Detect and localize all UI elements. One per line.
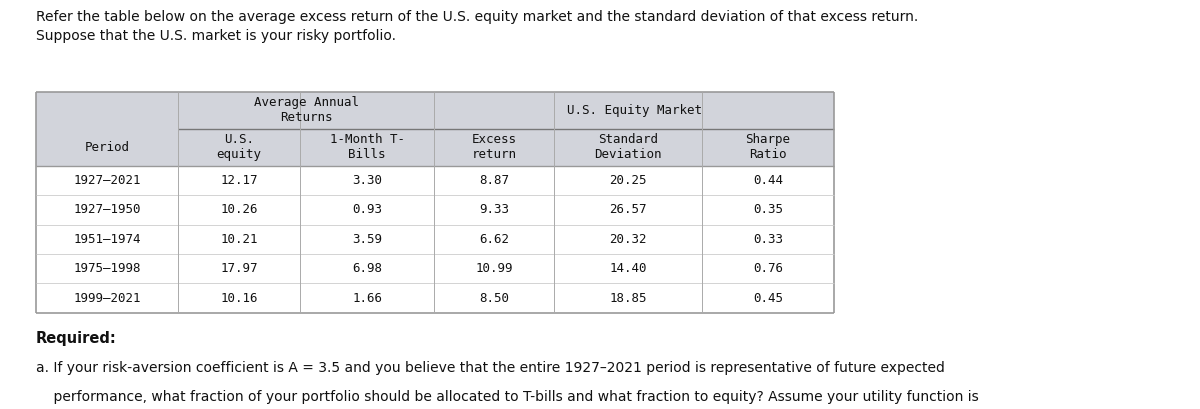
Text: 1975–1998: 1975–1998 [73, 262, 140, 275]
Bar [36, 195, 834, 225]
Text: 0.35: 0.35 [754, 203, 782, 216]
Text: 8.50: 8.50 [480, 292, 510, 305]
Text: 9.33: 9.33 [480, 203, 510, 216]
Text: Suppose that the U.S. market is your risky portfolio.: Suppose that the U.S. market is your ris… [36, 29, 396, 43]
Text: Required:: Required: [36, 331, 116, 346]
Bar [36, 92, 834, 129]
Text: Excess
return: Excess return [472, 133, 517, 161]
Text: 18.85: 18.85 [610, 292, 647, 305]
Text: 1927–2021: 1927–2021 [73, 174, 140, 187]
Text: 12.17: 12.17 [220, 174, 258, 187]
Bar [434, 92, 834, 129]
Text: 3.59: 3.59 [353, 233, 382, 246]
Text: 10.21: 10.21 [220, 233, 258, 246]
Text: 26.57: 26.57 [610, 203, 647, 216]
Text: Refer the table below on the average excess return of the U.S. equity market and: Refer the table below on the average exc… [36, 10, 918, 24]
Bar [178, 92, 434, 129]
Text: 20.32: 20.32 [610, 233, 647, 246]
Bar [36, 166, 834, 195]
Text: U.S. Equity Market: U.S. Equity Market [566, 104, 702, 117]
Text: 6.98: 6.98 [353, 262, 382, 275]
Text: 10.99: 10.99 [475, 262, 514, 275]
Text: 17.97: 17.97 [220, 262, 258, 275]
Text: 1951–1974: 1951–1974 [73, 233, 140, 246]
Text: 0.44: 0.44 [754, 174, 782, 187]
Bar [36, 225, 834, 254]
Text: 20.25: 20.25 [610, 174, 647, 187]
Text: Period: Period [84, 141, 130, 154]
Text: Sharpe
Ratio: Sharpe Ratio [745, 133, 791, 161]
Text: 8.87: 8.87 [480, 174, 510, 187]
Text: 1-Month T-
Bills: 1-Month T- Bills [330, 133, 404, 161]
Text: 10.26: 10.26 [220, 203, 258, 216]
Text: 1.66: 1.66 [353, 292, 382, 305]
Text: U.S.
equity: U.S. equity [216, 133, 262, 161]
Text: 14.40: 14.40 [610, 262, 647, 275]
Text: 0.76: 0.76 [754, 262, 782, 275]
Bar [36, 129, 834, 166]
Text: performance, what fraction of your portfolio should be allocated to T-bills and : performance, what fraction of your portf… [36, 390, 979, 404]
Text: 10.16: 10.16 [220, 292, 258, 305]
Text: 3.30: 3.30 [353, 174, 382, 187]
Text: a. If your risk-aversion coefficient is A = 3.5 and you believe that the entire : a. If your risk-aversion coefficient is … [36, 361, 944, 375]
Bar [36, 283, 834, 313]
Text: 1927–1950: 1927–1950 [73, 203, 140, 216]
Text: 1999–2021: 1999–2021 [73, 292, 140, 305]
Text: 0.93: 0.93 [353, 203, 382, 216]
Text: 0.45: 0.45 [754, 292, 782, 305]
Text: Average Annual
Returns: Average Annual Returns [253, 97, 359, 124]
Bar [36, 254, 834, 283]
Text: 6.62: 6.62 [480, 233, 510, 246]
Text: Standard
Deviation: Standard Deviation [594, 133, 662, 161]
Text: 0.33: 0.33 [754, 233, 782, 246]
